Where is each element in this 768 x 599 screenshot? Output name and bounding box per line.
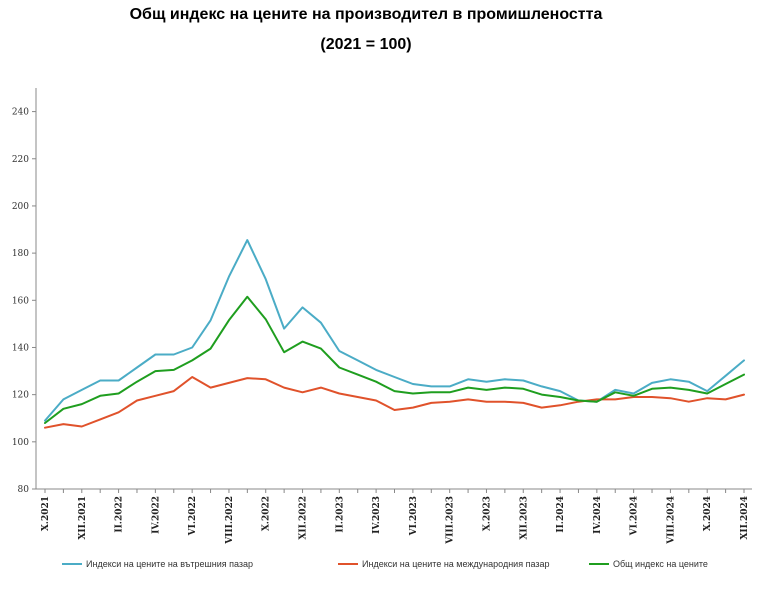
- legend: Индекси на цените на вътрешния пазар Инде…: [62, 559, 708, 569]
- chart-subtitle: (2021 = 100): [320, 36, 412, 53]
- x-tick-label: VI.2024: [630, 496, 640, 536]
- y-tick-label: 80: [18, 485, 30, 495]
- x-tick-label: VIII.2023: [446, 496, 456, 545]
- x-tick-label: IV.2024: [593, 496, 603, 534]
- y-tick-label: 220: [12, 155, 29, 165]
- x-tick-label: XII.2023: [519, 496, 529, 540]
- x-tick-label: X.2022: [262, 496, 272, 531]
- x-tick-label: VI.2023: [409, 496, 419, 536]
- series-line-1: [44, 239, 745, 422]
- x-tick-label: VIII.2024: [666, 496, 676, 545]
- y-tick-label: 240: [12, 108, 29, 118]
- legend-label-3: Общ индекс на цените: [613, 559, 708, 569]
- y-tick-label: 200: [12, 202, 29, 212]
- x-tick-label: XII.2022: [299, 496, 309, 540]
- x-tick-label: XII.2024: [740, 496, 750, 540]
- y-tick-label: 100: [12, 438, 29, 448]
- series-line-2: [44, 376, 745, 429]
- x-axis-ticks: X.2021 XII.2021 II.2022 IV.2022 VI.2022 VIII.…: [41, 489, 750, 545]
- x-tick-label: IV.2022: [151, 496, 161, 534]
- legend-label-2: Индекси на цените на международния пазар: [362, 559, 550, 569]
- series-lines: [44, 239, 745, 429]
- chart-axes: [35, 88, 752, 490]
- y-tick-label: 120: [12, 391, 29, 401]
- x-tick-label: IV.2023: [372, 496, 382, 534]
- x-tick-label: VIII.2022: [225, 496, 235, 545]
- y-axis-ticks: 80 100 120 140 160 180 200 220 240: [12, 108, 36, 495]
- x-tick-label: VI.2022: [188, 496, 198, 536]
- x-tick-label: X.2024: [703, 496, 713, 531]
- series-line-3: [44, 295, 745, 424]
- y-tick-label: 160: [12, 296, 29, 306]
- x-tick-label: II.2024: [556, 496, 566, 533]
- x-tick-label: X.2021: [41, 496, 51, 531]
- y-tick-label: 140: [12, 343, 29, 353]
- x-tick-label: X.2023: [482, 496, 492, 531]
- x-tick-label: XII.2021: [78, 496, 88, 540]
- y-tick-label: 180: [12, 249, 29, 259]
- x-tick-label: II.2023: [335, 496, 345, 533]
- legend-label-1: Индекси на цените на вътрешния пазар: [86, 559, 253, 569]
- x-tick-label: II.2022: [115, 496, 125, 533]
- chart-title: Общ индекс на цените на производител в п…: [129, 6, 603, 23]
